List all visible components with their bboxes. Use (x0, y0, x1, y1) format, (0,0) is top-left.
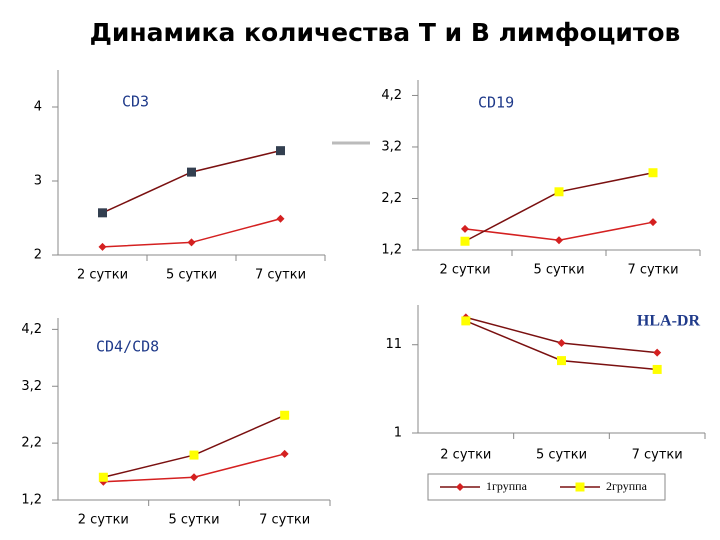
point (648, 168, 658, 178)
y-tick-label: 2,2 (21, 436, 42, 451)
series-line (465, 316, 658, 354)
legend-box (427, 473, 666, 501)
y-tick-label: 11 (385, 337, 402, 352)
y-tick-label: 4,2 (381, 88, 402, 103)
y-tick-label: 3,2 (381, 139, 402, 154)
x-tick-label: 5 сутки (166, 268, 217, 283)
point (557, 356, 566, 366)
point (460, 236, 470, 246)
legend-label: 2группа (606, 479, 648, 493)
point (98, 208, 107, 218)
chart-title: CD4/CD8 (96, 338, 159, 356)
series-line (464, 171, 654, 242)
point (557, 338, 566, 347)
legend-marker (575, 482, 585, 492)
point (280, 449, 289, 458)
point (276, 146, 285, 156)
point (649, 218, 657, 227)
point (461, 316, 471, 326)
y-tick-label: 1,2 (381, 243, 402, 258)
point (276, 214, 285, 223)
y-tick-label: 2,2 (381, 191, 402, 206)
x-tick-label: 2 сутки (78, 513, 129, 528)
x-tick-label: 5 сутки (533, 263, 584, 278)
legend-marker (456, 483, 464, 491)
point (652, 364, 662, 374)
point (653, 348, 662, 357)
point (187, 238, 196, 247)
point (98, 472, 108, 482)
point (190, 473, 198, 482)
y-tick-label: 2 (34, 248, 42, 263)
y-tick-label: 4,2 (21, 322, 42, 337)
series-line (102, 149, 281, 214)
y-tick-label: 3,2 (21, 379, 42, 394)
x-tick-label: 7 сутки (632, 448, 683, 463)
chart-title: CD19 (478, 94, 514, 112)
point (555, 236, 563, 245)
x-tick-label: 5 сутки (536, 448, 587, 463)
y-tick-label: 1 (394, 426, 402, 441)
y-tick-label: 3 (34, 174, 42, 189)
slide-title: Динамика количества Т и В лимфоцитов (90, 18, 681, 47)
chart-title: HLA-DR (637, 313, 701, 330)
point (98, 242, 107, 251)
x-tick-label: 2 сутки (77, 268, 128, 283)
y-tick-label: 1,2 (21, 493, 42, 508)
series-line (103, 414, 285, 478)
x-tick-label: 7 сутки (627, 263, 678, 278)
point (187, 167, 196, 177)
chart-title: CD3 (122, 93, 149, 111)
x-tick-label: 2 сутки (439, 263, 490, 278)
x-tick-label: 2 сутки (440, 448, 491, 463)
legend-label: 1группа (486, 479, 528, 493)
y-tick-label: 4 (34, 100, 42, 115)
point (461, 224, 469, 233)
x-tick-label: 5 сутки (168, 513, 219, 528)
x-tick-label: 7 сутки (259, 513, 310, 528)
x-tick-label: 7 сутки (255, 268, 306, 283)
point (280, 410, 290, 420)
point (554, 187, 564, 197)
point (189, 450, 199, 460)
